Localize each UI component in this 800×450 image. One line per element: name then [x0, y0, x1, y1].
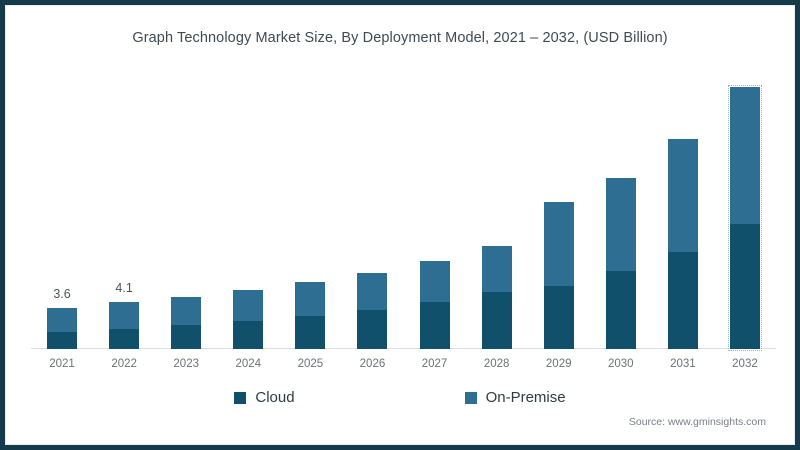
bar-segment-cloud-2027[interactable]	[419, 302, 450, 349]
bar-stack-2029[interactable]	[543, 202, 574, 349]
bar-segment-on-premise-2029[interactable]	[543, 202, 574, 287]
legend-item-cloud[interactable]: Cloud	[234, 389, 295, 406]
x-axis-line	[31, 348, 776, 349]
bar-stack-2023[interactable]	[171, 296, 202, 349]
bar-stack-2030[interactable]	[605, 178, 636, 349]
bar-segment-on-premise-2021[interactable]	[47, 308, 78, 332]
bar-segment-on-premise-2031[interactable]	[667, 138, 698, 253]
bar-segment-on-premise-2030[interactable]	[605, 178, 636, 271]
bar-stack-2031[interactable]	[667, 138, 698, 349]
x-tick-2024: 2024	[235, 358, 262, 370]
bar-segment-cloud-2028[interactable]	[481, 292, 512, 349]
x-tick-2029: 2029	[545, 358, 572, 370]
legend-swatch-on-premise	[464, 391, 477, 404]
bar-segment-on-premise-2032[interactable]	[729, 87, 760, 224]
legend-item-on-premise[interactable]: On-Premise	[464, 389, 566, 406]
bar-segment-cloud-2022[interactable]	[109, 328, 140, 349]
x-tick-2031: 2031	[670, 358, 696, 370]
bar-segment-on-premise-2026[interactable]	[357, 272, 388, 311]
bar-stack-2027[interactable]	[419, 261, 450, 349]
bar-segment-cloud-2021[interactable]	[47, 331, 78, 349]
bar-segment-on-premise-2024[interactable]	[233, 289, 264, 321]
chart-legend: Cloud On-Premise	[6, 389, 794, 406]
x-tick-2026: 2026	[359, 358, 386, 370]
plot-area: 3.6 4.1	[31, 76, 776, 351]
x-tick-2030: 2030	[607, 358, 634, 370]
bar-segment-on-premise-2028[interactable]	[481, 245, 512, 293]
legend-swatch-cloud	[234, 391, 247, 404]
legend-label-on-premise: On-Premise	[485, 389, 566, 406]
legend-label-cloud: Cloud	[255, 389, 295, 406]
bar-segment-cloud-2030[interactable]	[605, 270, 636, 349]
bar-value-label-2021: 3.6	[53, 287, 71, 302]
bar-segment-cloud-2023[interactable]	[171, 325, 202, 349]
x-tick-2022: 2022	[111, 358, 137, 370]
bar-segment-cloud-2024[interactable]	[233, 320, 264, 349]
x-axis-tick-labels: 2021 2022 2023 2024 2025 2026 2027 2028 2029 2030…	[31, 358, 776, 378]
bar-stack-2024[interactable]	[233, 289, 264, 349]
bar-segment-on-premise-2027[interactable]	[419, 261, 450, 303]
x-tick-2021: 2021	[49, 358, 75, 370]
source-attribution: Source: www.gminsights.com	[628, 416, 766, 428]
chart-canvas: Graph Technology Market Size, By Deploym…	[5, 5, 795, 445]
bar-stack-2022[interactable]	[109, 302, 140, 349]
bar-segment-on-premise-2022[interactable]	[109, 302, 140, 329]
x-tick-2025: 2025	[297, 358, 324, 370]
bar-value-label-2022: 4.1	[115, 281, 133, 296]
x-tick-2032: 2032	[732, 358, 758, 370]
bar-segment-cloud-2026[interactable]	[357, 310, 388, 349]
bar-segment-on-premise-2023[interactable]	[171, 296, 202, 326]
chart-title: Graph Technology Market Size, By Deploym…	[132, 30, 668, 46]
bar-segment-cloud-2029[interactable]	[543, 286, 574, 349]
bar-segment-cloud-2032[interactable]	[729, 223, 760, 349]
bar-stack-2021[interactable]	[47, 308, 78, 349]
bar-stack-2032[interactable]	[727, 85, 762, 351]
bar-stack-2025[interactable]	[295, 281, 326, 349]
x-tick-2027: 2027	[421, 358, 448, 370]
bar-segment-cloud-2025[interactable]	[295, 316, 326, 349]
bar-stack-2026[interactable]	[357, 272, 388, 349]
x-tick-2028: 2028	[483, 358, 510, 370]
x-tick-2023: 2023	[173, 358, 199, 370]
bar-stack-2028[interactable]	[481, 245, 512, 349]
bar-segment-cloud-2031[interactable]	[667, 252, 698, 349]
bar-segment-on-premise-2025[interactable]	[295, 281, 326, 317]
